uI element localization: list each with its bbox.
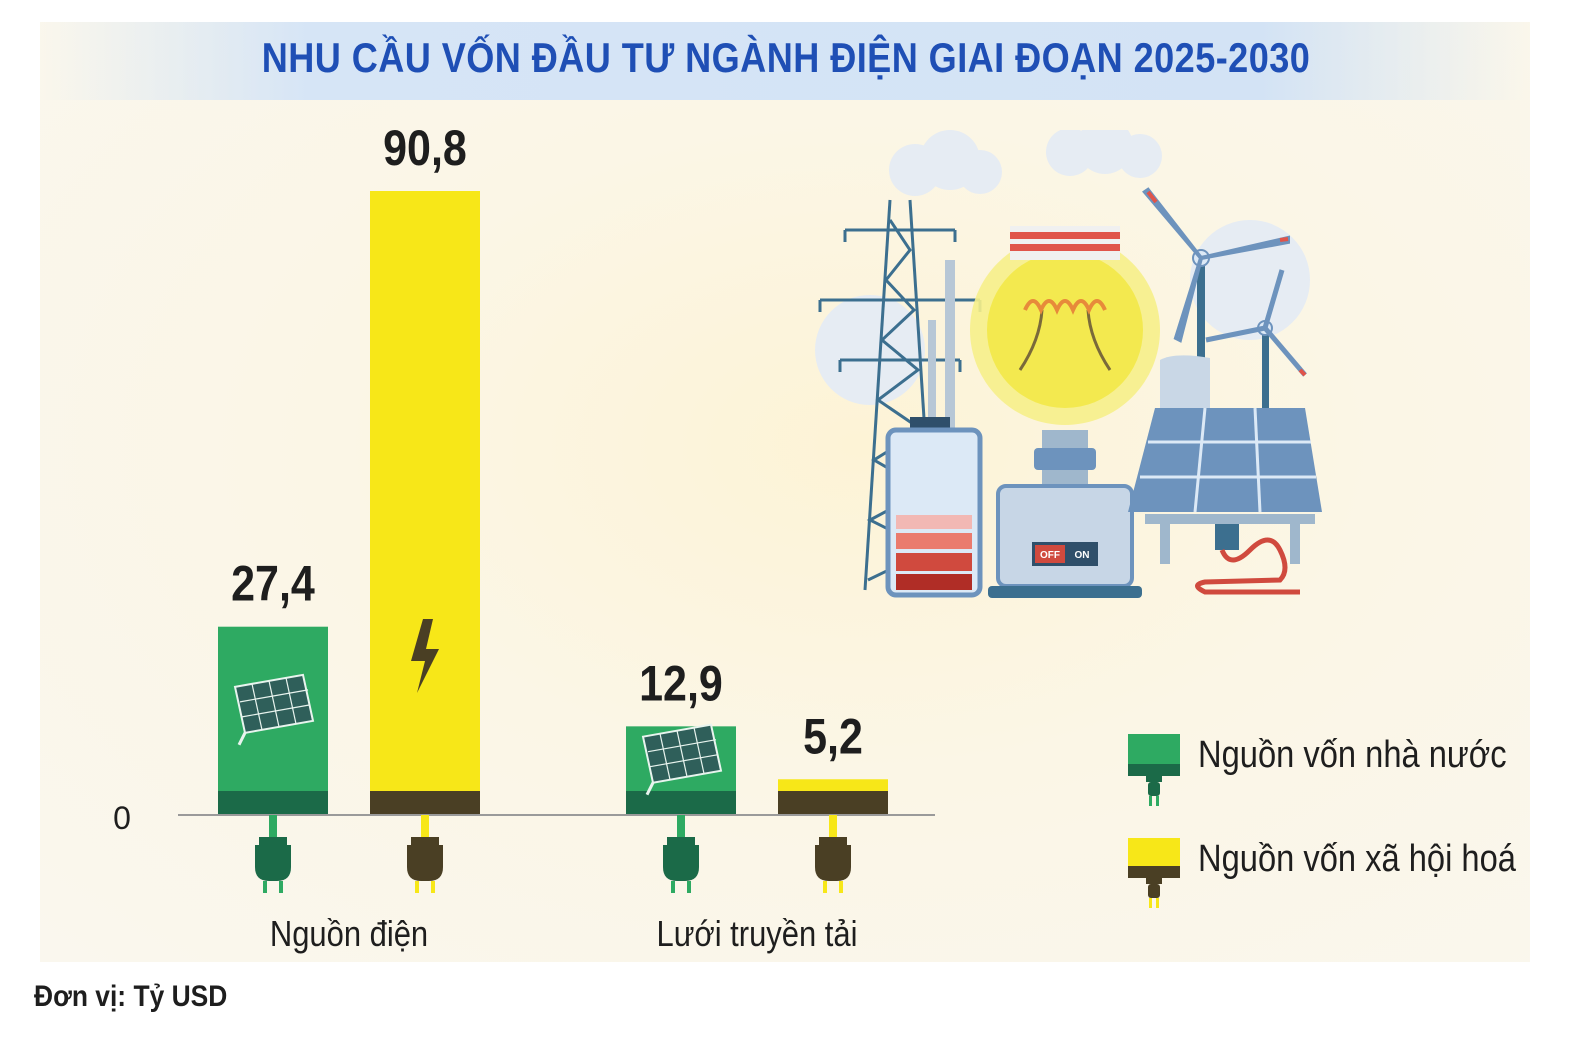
switch-off-label: OFF xyxy=(1040,550,1060,561)
legend-label-social: Nguồn vốn xã hội hoá xyxy=(1198,838,1516,880)
category-label-grid: Lưới truyền tải xyxy=(656,915,857,955)
data-label-state-grid: 12,9 xyxy=(639,655,723,711)
y-tick-0: 0 xyxy=(113,800,131,836)
bar-state-grid: 12,9 xyxy=(626,655,736,815)
bar-state-power-source: 27,4 xyxy=(218,556,328,815)
plug-icon xyxy=(407,815,443,893)
legend-swatches xyxy=(1128,734,1180,908)
bar-social-grid: 5,2 xyxy=(778,708,888,815)
plug-icon xyxy=(815,815,851,893)
data-label-state-power-source: 27,4 xyxy=(231,556,315,612)
plug-icon xyxy=(255,815,291,893)
category-label-power-source: Nguồn điện xyxy=(270,915,428,955)
chimney-icon xyxy=(928,260,955,480)
bar-base-band-social-power-source xyxy=(370,791,480,815)
bar-base-band-state-grid xyxy=(626,791,736,815)
legend-label-state: Nguồn vốn nhà nước xyxy=(1198,734,1507,776)
light-bulb-icon: OFF ON xyxy=(970,226,1160,598)
unit-label: Đơn vị: Tỷ USD xyxy=(34,980,228,1013)
switch-on-label: ON xyxy=(1075,550,1090,561)
data-label-social-power-source: 90,8 xyxy=(383,120,467,176)
legend-swatch-state xyxy=(1128,734,1180,806)
data-label-social-grid: 5,2 xyxy=(803,708,863,764)
wind-turbine-icon xyxy=(1142,187,1307,440)
lightning-icon xyxy=(411,619,439,693)
solar-panel-icon xyxy=(1128,355,1322,595)
bar-social-power-source: 90,8 xyxy=(370,120,480,815)
bar-base-band-state-power-source xyxy=(218,791,328,815)
chart-title: NHU CẦU VỐN ĐẦU TƯ NGÀNH ĐIỆN GIAI ĐOẠN … xyxy=(261,34,1311,81)
bar-fill-social-power-source xyxy=(370,191,480,815)
bar-base-band-social-grid xyxy=(778,791,888,815)
legend-swatch-social xyxy=(1128,838,1180,908)
plug-icon xyxy=(663,815,699,893)
title-band xyxy=(40,22,1530,100)
energy-illustration: OFF ON xyxy=(815,130,1322,598)
battery-icon xyxy=(885,417,983,598)
clouds-icon xyxy=(815,130,1310,405)
